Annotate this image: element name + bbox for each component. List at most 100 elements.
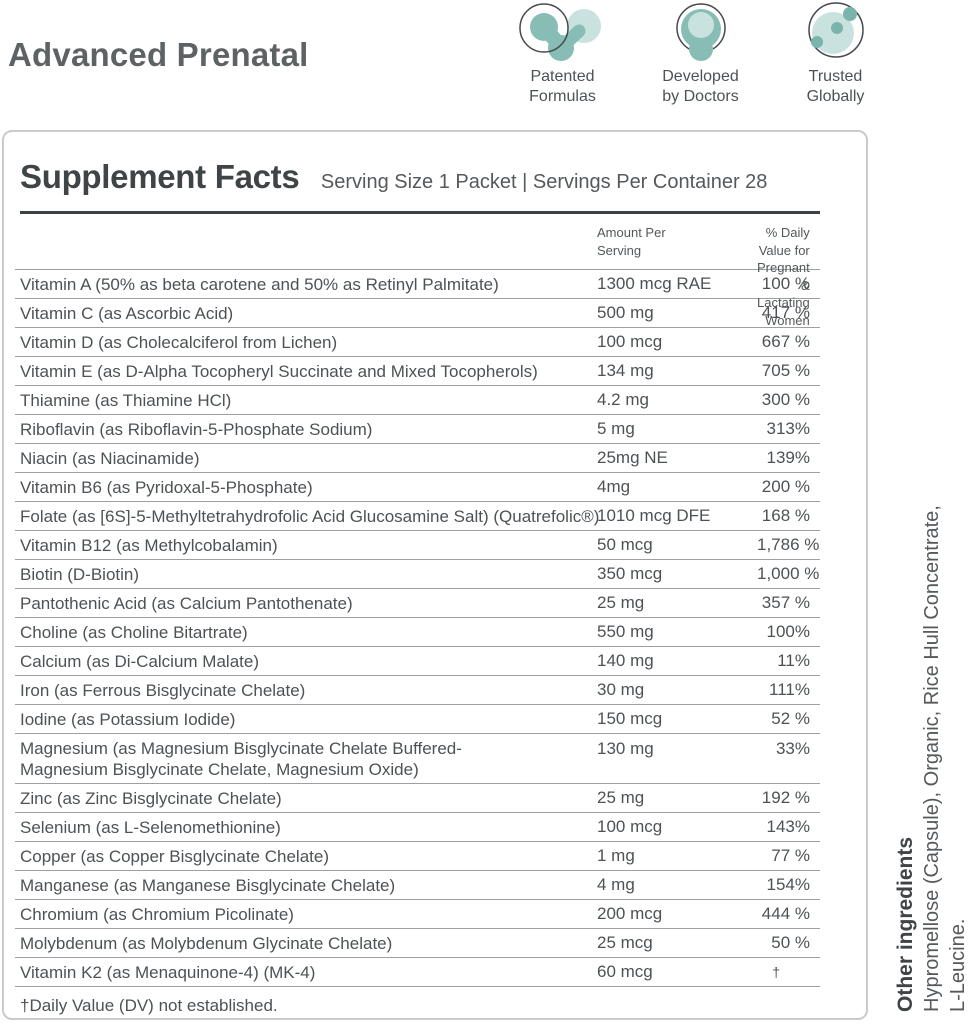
amount-per-serving: 4.2 mg [597, 390, 649, 409]
table-row: Vitamin B6 (as Pyridoxal-5-Phosphate) 4mg… [15, 473, 820, 502]
nutrient-name: Riboflavin (as Riboflavin-5-Phosphate So… [20, 419, 373, 439]
nutrient-name: Iodine (as Potassium Iodide) [20, 709, 236, 729]
amount-per-serving: 60 mcg [597, 962, 653, 981]
amount-per-serving: 1 mg [597, 846, 635, 865]
daily-value: 444 % [761, 904, 810, 923]
daily-value: 300 % [761, 390, 810, 409]
column-header-line: Serving [597, 242, 642, 258]
table-row: Vitamin E (as D-Alpha Tocopheryl Succina… [15, 357, 820, 386]
facts-table: Vitamin A (50% as beta carotene and 50% … [4, 270, 866, 987]
table-row: Vitamin K2 (as Menaquinone-4) (MK-4) 60 m… [15, 958, 820, 987]
table-row: Selenium (as L-Selenomethionine) 100 mcg 1… [15, 813, 820, 842]
table-row: Vitamin D (as Cholecalciferol from Liche… [15, 328, 820, 357]
table-row: Choline (as Choline Bitartrate) 550 mg 100… [15, 618, 820, 647]
nutrient-name: Vitamin K2 (as Menaquinone-4) (MK-4) [20, 962, 316, 982]
table-row: Iron (as Ferrous Bisglycinate Chelate) 30… [15, 676, 820, 705]
nutrient-name: Vitamin B12 (as Methylcobalamin) [20, 535, 278, 555]
badge-label: Trusted Globally [806, 68, 865, 106]
daily-value: 77 % [771, 846, 810, 865]
table-row: Zinc (as Zinc Bisglycinate Chelate) 25 mg… [15, 784, 820, 813]
amount-per-serving: 25mg NE [597, 448, 668, 467]
column-header-line: & Lactating Women [757, 277, 810, 328]
daily-value: 33% [775, 739, 810, 758]
daily-value: 111% [769, 680, 810, 699]
amount-per-serving: 500 mg [597, 303, 654, 322]
amount-per-serving: 140 mg [597, 651, 654, 670]
globe-icon [807, 2, 864, 58]
column-header-line: % Daily Value for Pregnant [757, 225, 810, 276]
daily-value: 100% [766, 622, 810, 641]
daily-value: 50 % [771, 933, 810, 952]
other-ingredients-text: L-Leucine. [947, 918, 969, 1012]
daily-value: 357 % [761, 593, 810, 612]
nutrient-name: Chromium (as Chromium Picolinate) [20, 904, 294, 924]
amount-per-serving: 200 mcg [597, 904, 663, 923]
daily-value: 139% [766, 448, 810, 467]
daily-value: 417 % [761, 303, 810, 322]
panel-title: Supplement Facts [20, 158, 300, 195]
molecule-icon [518, 3, 601, 61]
nutrient-name: Biotin (D-Biotin) [20, 564, 140, 584]
daily-value: 313% [766, 419, 810, 438]
amount-per-serving: 100 mcg [597, 817, 663, 836]
amount-per-serving: 350 mcg [597, 564, 663, 583]
table-row: Manganese (as Manganese Bisglycinate Che… [15, 871, 820, 900]
badge-label: Patented Formulas [529, 68, 596, 106]
nutrient-name: Magnesium (as Magnesium Bisglycinate Che… [20, 738, 462, 779]
daily-value: 100 % [761, 274, 810, 293]
daily-value: 52 % [771, 709, 810, 728]
table-row: Niacin (as Niacinamide) 25mg NE 139% [15, 444, 820, 473]
other-ingredients-note: Other ingredients Hypromellose (Capsule)… [893, 448, 971, 1012]
amount-per-serving: 4mg [597, 477, 631, 496]
divider [20, 211, 820, 214]
daily-value: 192 % [761, 788, 810, 807]
nutrient-name: Vitamin D (as Cholecalciferol from Liche… [20, 332, 338, 352]
column-header-daily-value: % Daily Value for Pregnant & Lactating W… [757, 224, 822, 329]
badge-trusted-globally: Trusted Globally [768, 2, 903, 108]
daily-value: 1,786 % [757, 535, 820, 554]
table-row: Vitamin C (as Ascorbic Acid) 500 mg 417 % [15, 299, 820, 328]
daily-value: 705 % [761, 361, 810, 380]
column-header-line: Amount Per [597, 225, 666, 240]
nutrient-name: Zinc (as Zinc Bisglycinate Chelate) [20, 788, 282, 808]
badge-patented-formulas: Patented Formulas [495, 2, 630, 108]
stethoscope-cell-icon [675, 3, 726, 61]
daily-value: 143% [766, 817, 810, 836]
table-row: Biotin (D-Biotin) 350 mcg 1,000 % [15, 560, 820, 589]
column-headers: Amount Per Serving % Daily Value for Pre… [15, 214, 820, 328]
nutrient-name: Vitamin A (50% as beta carotene and 50% … [20, 274, 499, 294]
amount-per-serving: 30 mg [597, 680, 645, 699]
table-row: Riboflavin (as Riboflavin-5-Phosphate So… [15, 415, 820, 444]
table-row: Copper (as Copper Bisglycinate Chelate) 1… [15, 842, 820, 871]
serving-info: Serving Size 1 Packet | Servings Per Con… [320, 171, 768, 193]
nutrient-name: Copper (as Copper Bisglycinate Chelate) [20, 846, 329, 866]
amount-per-serving: 25 mg [597, 788, 645, 807]
amount-per-serving: 1010 mcg DFE [597, 506, 711, 525]
nutrient-name: Choline (as Choline Bitartrate) [20, 622, 248, 642]
other-ingredients-title: Other ingredients [894, 836, 917, 1012]
nutrient-name: Vitamin B6 (as Pyridoxal-5-Phosphate) [20, 477, 313, 497]
nutrient-name: Pantothenic Acid (as Calcium Pantothenat… [20, 593, 353, 613]
nutrient-name: Vitamin E (as D-Alpha Tocopheryl Succina… [20, 361, 538, 381]
nutrient-name: Selenium (as L-Selenomethionine) [20, 817, 281, 837]
table-row: Magnesium (as Magnesium Bisglycinate Che… [15, 734, 820, 784]
nutrient-name: Thiamine (as Thiamine HCl) [20, 390, 232, 410]
amount-per-serving: 4 mg [597, 875, 635, 894]
table-row: Vitamin A (50% as beta carotene and 50% … [15, 270, 820, 299]
table-row: Molybdenum (as Molybdenum Glycinate Chel… [15, 929, 820, 958]
nutrient-name: Molybdenum (as Molybdenum Glycinate Chel… [20, 933, 393, 953]
amount-per-serving: 50 mcg [597, 535, 653, 554]
badge-label: Developed by Doctors [662, 68, 739, 106]
table-row: Folate (as [6S]-5-Methyltetrahydrofolic … [15, 502, 820, 531]
daily-value: 11% [777, 651, 810, 670]
nutrient-name: Niacin (as Niacinamide) [20, 448, 200, 468]
nutrient-name: Manganese (as Manganese Bisglycinate Che… [20, 875, 396, 895]
nutrient-name: Vitamin C (as Ascorbic Acid) [20, 303, 234, 323]
table-row: Iodine (as Potassium Iodide) 150 mcg 52 % [15, 705, 820, 734]
amount-per-serving: 100 mcg [597, 332, 663, 351]
table-row: Thiamine (as Thiamine HCl) 4.2 mg 300 % [15, 386, 820, 415]
daily-value: † [772, 964, 780, 980]
table-row: Vitamin B12 (as Methylcobalamin) 50 mcg 1,… [15, 531, 820, 560]
panel-header: Supplement Facts Serving Size 1 Packet |… [4, 132, 866, 196]
daily-value: 200 % [761, 477, 810, 496]
